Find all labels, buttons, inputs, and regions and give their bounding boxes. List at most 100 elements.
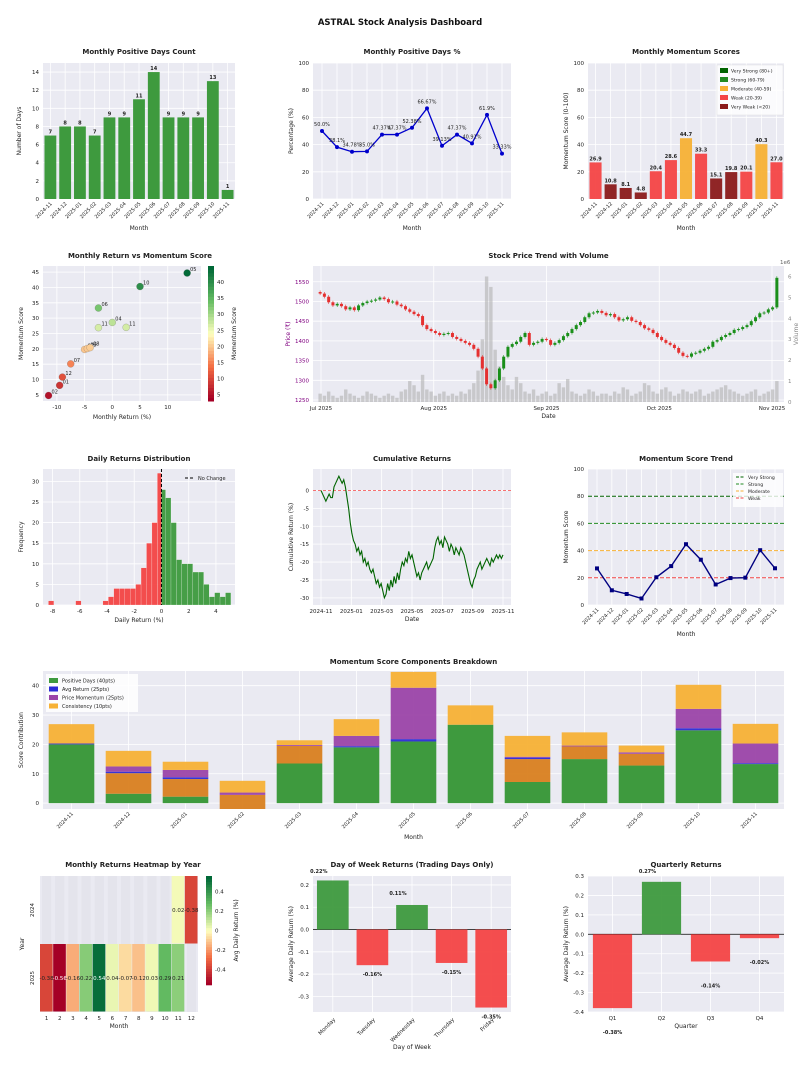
candle-body — [331, 302, 335, 306]
candle-body — [399, 304, 403, 307]
volume-bar — [489, 286, 493, 402]
bar — [103, 117, 116, 199]
candle-body — [668, 342, 672, 345]
colorbar-cell — [208, 397, 214, 402]
colorbar-cell — [206, 884, 212, 888]
bar — [435, 929, 468, 963]
y-tick-label: -25 — [300, 578, 309, 584]
histogram-bar — [48, 600, 54, 606]
scatter-point — [94, 304, 103, 312]
candle-body — [365, 301, 369, 304]
data-point — [485, 112, 489, 117]
candle-body — [335, 303, 339, 306]
x-tick-label: 2025-11 — [492, 609, 515, 615]
candle-body — [378, 297, 382, 300]
bar — [88, 135, 101, 199]
x-axis-label: Month — [404, 834, 423, 841]
chart-positive-days-count: Monthly Positive Days Count0246810121472… — [16, 48, 235, 232]
chart-cumulative-returns: Cumulative Returns 0 -5 -10 -15 -20 -25 -30 2024… — [288, 455, 514, 623]
data-label: 40.91% — [462, 134, 481, 140]
volume-bar — [570, 391, 574, 402]
data-point — [380, 132, 384, 137]
legend-label: Moderate — [748, 489, 770, 495]
y-tick-label: -0.4 — [573, 1010, 584, 1016]
x-tick-label: 2025-10 — [683, 811, 702, 830]
volume-bar — [642, 383, 647, 402]
stack-segment — [48, 724, 95, 744]
data-point — [440, 143, 444, 148]
volume-bar — [450, 393, 455, 402]
stack-segment — [732, 743, 779, 764]
scatter-point — [44, 391, 53, 400]
candle-body — [651, 329, 655, 334]
data-point — [595, 566, 599, 571]
legend-label: Strong — [748, 482, 763, 488]
x-tick-label: 4 — [84, 1016, 88, 1022]
x-tick-label: 10 — [162, 1016, 169, 1022]
x-tick-label: 2025-11 — [761, 201, 780, 220]
histogram-bar — [151, 522, 158, 606]
data-point — [684, 542, 688, 547]
data-point — [743, 575, 748, 580]
volume-bar — [736, 393, 741, 402]
bar — [74, 126, 86, 199]
y-tick-label: 0.0 — [575, 932, 584, 938]
x-tick-label: 9 — [150, 1016, 154, 1022]
y-tick-label: 1550 — [295, 280, 309, 286]
bar-value-label: -0.14% — [701, 983, 720, 989]
x-tick-label: Sep 2025 — [533, 406, 560, 412]
colorbar-cell — [206, 938, 212, 942]
y-tick-label: 40 — [32, 285, 39, 291]
candle-body — [412, 311, 416, 315]
colorbar-cell — [208, 333, 214, 338]
candle-body — [557, 340, 561, 343]
data-point — [624, 591, 629, 596]
volume-bar — [672, 395, 677, 402]
colorbar-cell — [208, 390, 214, 395]
volume-bar — [566, 378, 570, 402]
data-label: 47.37% — [447, 126, 466, 132]
colorbar-cell — [206, 919, 212, 923]
volume-bar — [510, 389, 514, 402]
colorbar-cell — [208, 377, 214, 382]
candle-body — [749, 321, 753, 326]
y-tick-label: 10 — [32, 772, 39, 778]
chart-title: Cumulative Returns — [373, 455, 451, 463]
histogram-bar — [75, 600, 82, 606]
colorbar-cell — [206, 949, 212, 953]
candle-body — [711, 341, 715, 347]
stack-segment — [276, 763, 323, 804]
heatmap-cell — [40, 944, 53, 1012]
y-tick-label: 0 — [581, 197, 585, 203]
colorbar-cell — [206, 927, 212, 931]
colorbar-cell — [206, 922, 212, 926]
volume-bar — [344, 389, 348, 402]
cell-label: 0.04 — [106, 976, 119, 982]
candle-body — [707, 346, 711, 349]
bar-value-label: 10.8 — [604, 178, 617, 184]
data-point — [609, 588, 614, 593]
colorbar-cell — [208, 336, 214, 341]
x-tick-label: 0 — [111, 405, 115, 411]
scatter-point — [58, 373, 67, 381]
candle-body — [327, 296, 331, 303]
data-point — [350, 149, 354, 154]
volume-bar — [728, 389, 732, 402]
chart-title: Monthly Return vs Momentum Score — [68, 252, 212, 260]
volume-bar — [651, 391, 655, 402]
plot-area — [313, 266, 784, 402]
histogram-bar — [219, 596, 226, 606]
y2-tick-label: 2 — [788, 358, 792, 364]
histogram-bar — [203, 584, 210, 606]
bar — [356, 929, 389, 966]
volume-bar — [715, 389, 719, 402]
colorbar-cell — [206, 965, 212, 969]
histogram-bar — [140, 567, 147, 606]
data-point — [654, 575, 659, 580]
x-tick-label: Aug 2025 — [421, 406, 448, 412]
volume-bar — [390, 395, 395, 402]
heatmap-cell — [66, 944, 79, 1012]
chart-momentum-components: Momentum Score Components Breakdown 2024-… — [18, 658, 784, 841]
stack-segment — [675, 708, 722, 729]
candle-body — [382, 297, 386, 300]
